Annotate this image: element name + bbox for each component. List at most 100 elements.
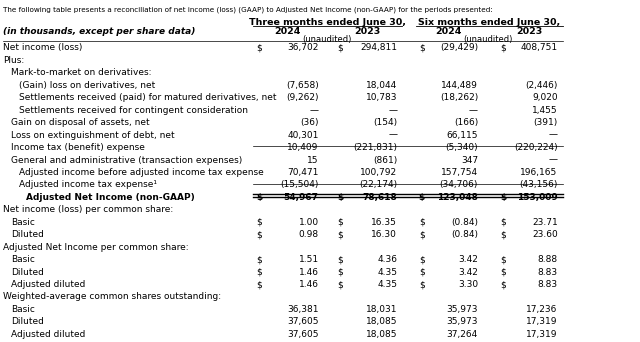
- Text: (221,831): (221,831): [353, 143, 397, 152]
- Text: $: $: [500, 230, 506, 239]
- Text: (166): (166): [454, 118, 478, 127]
- Text: 196,165: 196,165: [520, 168, 557, 177]
- Text: $: $: [419, 280, 424, 289]
- Text: $: $: [256, 43, 262, 52]
- Text: $: $: [256, 280, 262, 289]
- Text: 157,754: 157,754: [441, 168, 478, 177]
- Text: Adjusted Net Income per common share:: Adjusted Net Income per common share:: [3, 243, 189, 252]
- Text: Settlements received for contingent consideration: Settlements received for contingent cons…: [19, 106, 248, 115]
- Text: $: $: [256, 230, 262, 239]
- Text: —: —: [388, 106, 397, 115]
- Text: 18,085: 18,085: [365, 330, 397, 339]
- Text: 37,605: 37,605: [287, 330, 319, 339]
- Text: 18,044: 18,044: [366, 81, 397, 90]
- Text: $: $: [419, 267, 424, 277]
- Text: $: $: [419, 193, 425, 202]
- Text: 10,409: 10,409: [287, 143, 319, 152]
- Text: —: —: [548, 156, 557, 165]
- Text: 15: 15: [307, 156, 319, 165]
- Text: $: $: [337, 43, 343, 52]
- Text: Gain on disposal of assets, net: Gain on disposal of assets, net: [11, 118, 150, 127]
- Text: $: $: [419, 230, 424, 239]
- Text: Basic: Basic: [11, 255, 35, 264]
- Text: The following table presents a reconciliation of net income (loss) (GAAP) to Adj: The following table presents a reconcili…: [3, 6, 493, 13]
- Text: —: —: [310, 106, 319, 115]
- Text: 3.42: 3.42: [458, 267, 478, 277]
- Text: Net income (loss): Net income (loss): [3, 43, 83, 52]
- Text: (154): (154): [373, 118, 397, 127]
- Text: 35,973: 35,973: [447, 305, 478, 314]
- Text: 8.83: 8.83: [538, 267, 557, 277]
- Text: (220,224): (220,224): [514, 143, 557, 152]
- Text: 1.46: 1.46: [299, 267, 319, 277]
- Text: $: $: [337, 218, 343, 227]
- Text: 153,009: 153,009: [517, 193, 557, 202]
- Text: Mark-to-market on derivatives:: Mark-to-market on derivatives:: [11, 68, 152, 77]
- Text: —: —: [388, 131, 397, 140]
- Text: (unaudited): (unaudited): [302, 35, 351, 44]
- Text: Basic: Basic: [11, 305, 35, 314]
- Text: 18,085: 18,085: [365, 317, 397, 326]
- Text: 2024: 2024: [275, 27, 301, 36]
- Text: 36,702: 36,702: [287, 43, 319, 52]
- Text: Loss on extinguishment of debt, net: Loss on extinguishment of debt, net: [11, 131, 175, 140]
- Text: Weighted-average common shares outstanding:: Weighted-average common shares outstandi…: [3, 292, 221, 302]
- Text: 78,618: 78,618: [362, 193, 397, 202]
- Text: (7,658): (7,658): [286, 81, 319, 90]
- Text: 16.30: 16.30: [371, 230, 397, 239]
- Text: $: $: [337, 255, 343, 264]
- Text: Three months ended June 30,: Three months ended June 30,: [249, 18, 406, 27]
- Text: 1.00: 1.00: [299, 218, 319, 227]
- Text: 1.51: 1.51: [299, 255, 319, 264]
- Text: $: $: [337, 280, 343, 289]
- Text: $: $: [500, 255, 506, 264]
- Text: Income tax (benefit) expense: Income tax (benefit) expense: [11, 143, 145, 152]
- Text: Basic: Basic: [11, 218, 35, 227]
- Text: 8.83: 8.83: [538, 280, 557, 289]
- Text: (5,340): (5,340): [445, 143, 478, 152]
- Text: (34,706): (34,706): [440, 181, 478, 189]
- Text: (Gain) loss on derivatives, net: (Gain) loss on derivatives, net: [19, 81, 155, 90]
- Text: Diluted: Diluted: [11, 267, 44, 277]
- Text: (0.84): (0.84): [451, 230, 478, 239]
- Text: (391): (391): [533, 118, 557, 127]
- Text: 2023: 2023: [354, 27, 380, 36]
- Text: $: $: [500, 267, 506, 277]
- Text: 4.35: 4.35: [377, 267, 397, 277]
- Text: Six months ended June 30,: Six months ended June 30,: [418, 18, 560, 27]
- Text: (15,504): (15,504): [280, 181, 319, 189]
- Text: General and administrative (transaction expenses): General and administrative (transaction …: [11, 156, 242, 165]
- Text: $: $: [337, 230, 343, 239]
- Text: 347: 347: [461, 156, 478, 165]
- Text: 1.46: 1.46: [299, 280, 319, 289]
- Text: 35,973: 35,973: [447, 317, 478, 326]
- Text: $: $: [337, 193, 344, 202]
- Text: (36): (36): [300, 118, 319, 127]
- Text: 8.88: 8.88: [538, 255, 557, 264]
- Text: 17,236: 17,236: [526, 305, 557, 314]
- Text: $: $: [419, 218, 424, 227]
- Text: 2023: 2023: [516, 27, 542, 36]
- Text: 36,381: 36,381: [287, 305, 319, 314]
- Text: $: $: [256, 267, 262, 277]
- Text: (43,156): (43,156): [519, 181, 557, 189]
- Text: Diluted: Diluted: [11, 317, 44, 326]
- Text: —: —: [548, 131, 557, 140]
- Text: 66,115: 66,115: [447, 131, 478, 140]
- Text: —: —: [469, 106, 478, 115]
- Text: (2,446): (2,446): [525, 81, 557, 90]
- Text: (unaudited): (unaudited): [463, 35, 513, 44]
- Text: 3.42: 3.42: [458, 255, 478, 264]
- Text: (in thousands, except per share data): (in thousands, except per share data): [3, 27, 196, 36]
- Text: Adjusted income tax expense¹: Adjusted income tax expense¹: [19, 181, 157, 189]
- Text: 17,319: 17,319: [526, 330, 557, 339]
- Text: Net income (loss) per common share:: Net income (loss) per common share:: [3, 205, 173, 214]
- Text: Settlements received (paid) for matured derivatives, net: Settlements received (paid) for matured …: [19, 93, 276, 102]
- Text: $: $: [500, 43, 506, 52]
- Text: Adjusted income before adjusted income tax expense: Adjusted income before adjusted income t…: [19, 168, 263, 177]
- Text: (18,262): (18,262): [440, 93, 478, 102]
- Text: 294,811: 294,811: [360, 43, 397, 52]
- Text: 144,489: 144,489: [441, 81, 478, 90]
- Text: 4.35: 4.35: [377, 280, 397, 289]
- Text: $: $: [500, 218, 506, 227]
